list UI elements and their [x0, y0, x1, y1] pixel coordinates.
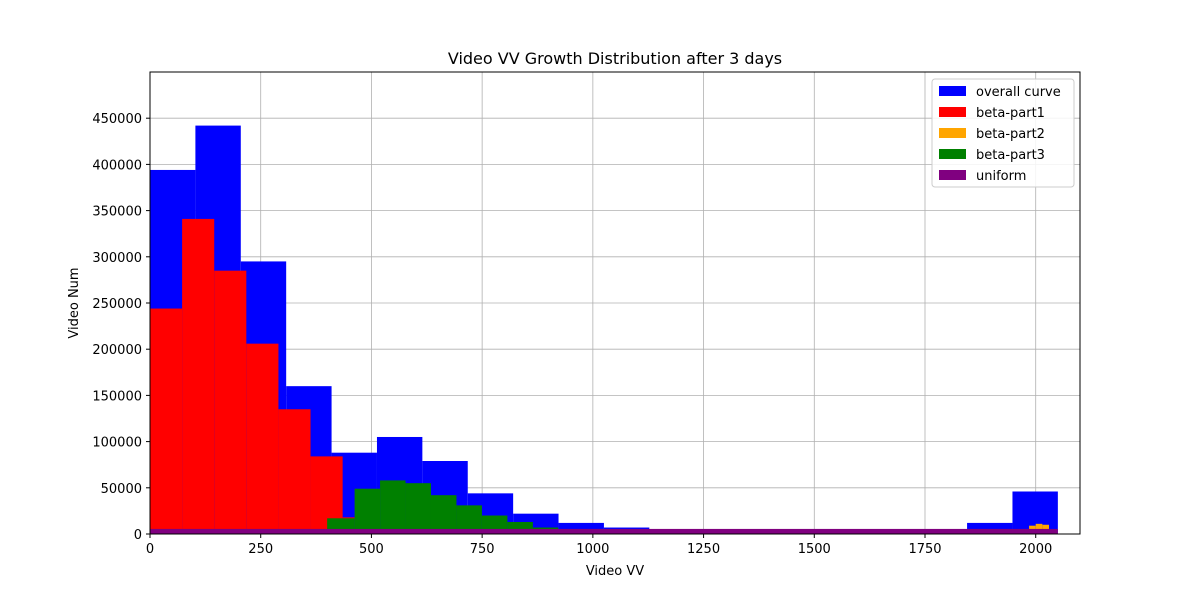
y-tick-label: 50000	[101, 482, 142, 497]
y-tick-label: 200000	[92, 343, 142, 358]
legend-label: overall curve	[976, 85, 1061, 100]
x-tick-label: 250	[248, 542, 273, 557]
y-tick-label: 150000	[92, 389, 142, 404]
histogram-bar	[150, 528, 1058, 534]
histogram-bar	[430, 495, 457, 534]
histogram-bar	[354, 488, 381, 534]
legend-swatch	[939, 86, 966, 96]
histogram-bar	[1035, 523, 1043, 534]
series-beta-part1	[150, 218, 355, 534]
y-tick-label: 450000	[92, 112, 142, 127]
x-axis-label: Video VV	[586, 564, 644, 579]
y-axis-label: Video Num	[67, 267, 82, 338]
legend-swatch	[939, 149, 966, 159]
histogram-bar	[150, 308, 183, 534]
y-tick-label: 100000	[92, 436, 142, 451]
x-tick-label: 0	[146, 542, 154, 557]
histogram-bar	[405, 483, 431, 534]
histogram-bar	[558, 522, 604, 534]
x-tick-label: 2000	[1019, 542, 1052, 557]
histogram-bar	[278, 409, 311, 534]
histogram-bars	[150, 125, 1058, 534]
legend-label: beta-part3	[976, 148, 1045, 163]
x-tick-label: 1500	[798, 542, 831, 557]
x-tick-label: 1750	[908, 542, 941, 557]
histogram-bar	[182, 218, 215, 534]
y-tick-label: 400000	[92, 158, 142, 173]
histogram-bar	[380, 480, 406, 534]
series-uniform	[150, 528, 1058, 534]
y-tick-label: 350000	[92, 205, 142, 220]
chart-title: Video VV Growth Distribution after 3 day…	[448, 49, 782, 68]
histogram-bar	[967, 522, 1013, 534]
legend-swatch	[939, 107, 966, 117]
legend: overall curve beta-part1 beta-part2 beta-pa…	[931, 78, 1075, 188]
legend-box	[931, 78, 1075, 188]
x-tick-label: 1000	[576, 542, 609, 557]
legend-swatch	[939, 170, 966, 180]
legend-label: beta-part1	[976, 106, 1045, 121]
histogram-bar	[214, 270, 247, 534]
y-tick-label: 300000	[92, 251, 142, 266]
histogram-bar	[246, 343, 279, 534]
legend-label: uniform	[976, 169, 1026, 184]
x-tick-label: 750	[470, 542, 495, 557]
y-tick-label: 0	[134, 528, 142, 543]
x-tick-label: 500	[359, 542, 384, 557]
axis-ticks: 0 250 500 750 1000 1250 1500 1750 2000 0 50000 1000…	[92, 112, 1052, 557]
legend-label: beta-part2	[976, 127, 1045, 142]
legend-swatch	[939, 128, 966, 138]
x-tick-label: 1250	[687, 542, 720, 557]
y-tick-label: 250000	[92, 297, 142, 312]
